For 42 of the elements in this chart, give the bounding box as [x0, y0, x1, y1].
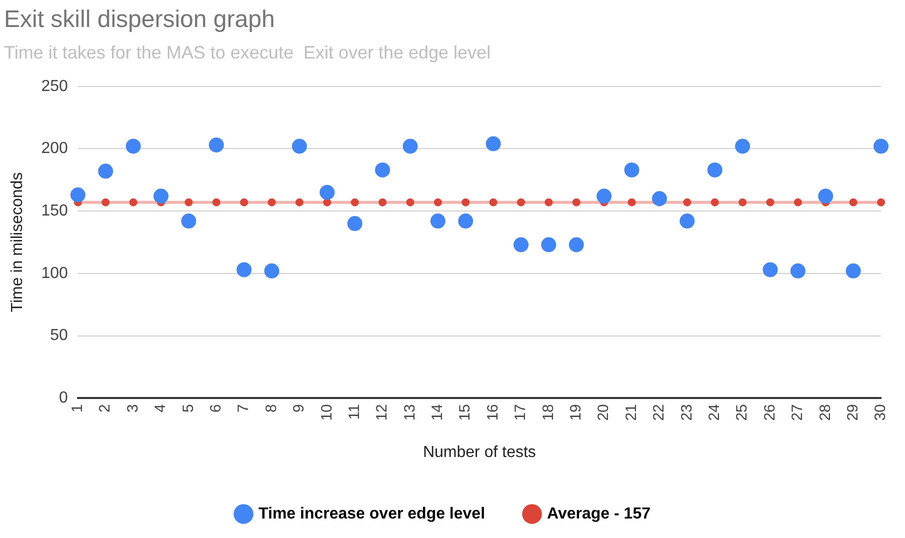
x-tick-label: 15: [456, 404, 474, 421]
x-tick-label: 29: [844, 404, 862, 421]
x-tick-label: 26: [761, 404, 778, 421]
y-tick-label: 150: [41, 202, 68, 220]
y-tick-label: 100: [41, 264, 68, 282]
chart-title: Exit skill dispersion graph: [4, 6, 275, 34]
x-tick-label: 2: [96, 404, 114, 412]
x-tick-label: 8: [262, 404, 280, 412]
x-tick-label: 3: [124, 404, 142, 412]
x-tick-label: 23: [678, 404, 696, 421]
x-tick-label: 16: [484, 404, 502, 421]
x-tick-label: 18: [540, 404, 557, 421]
x-tick-label: 19: [568, 404, 585, 421]
legend-label: Time increase over edge level: [258, 505, 486, 522]
chart-subtitle: Time it takes for the MAS to execute Exit over the edge level: [4, 42, 491, 63]
x-tick-label: 22: [650, 404, 668, 421]
x-tick-label: 27: [789, 404, 806, 421]
x-tick-label: 4: [152, 404, 170, 412]
y-tick-label: 250: [41, 78, 68, 95]
x-tick-label: 5: [180, 404, 197, 412]
x-tick-label: 14: [429, 404, 446, 421]
y-tick-label: 200: [41, 140, 68, 158]
x-tick-label: 7: [235, 404, 252, 412]
legend-label: Average - 157: [547, 505, 651, 522]
y-tick-label: 50: [50, 327, 68, 344]
x-tick-label: 30: [872, 404, 890, 421]
x-tick-label: 25: [734, 404, 751, 421]
x-tick-label: 1: [69, 404, 86, 412]
y-tick-label: 0: [58, 390, 68, 407]
x-tick-label: 21: [622, 404, 640, 421]
x-tick-label: 13: [401, 404, 418, 421]
x-tick-label: 6: [208, 404, 224, 412]
x-tick-label: 24: [706, 404, 723, 421]
x-tick-label: 20: [595, 404, 612, 421]
x-tick-label: 17: [512, 404, 530, 421]
x-tick-label: 9: [290, 404, 308, 412]
x-tick-label: 28: [816, 404, 834, 421]
x-tick-label: 12: [374, 404, 391, 421]
x-axis-title: Number of tests: [422, 444, 536, 461]
x-tick-label: 11: [346, 404, 363, 420]
y-axis-title: Time in miliseconds: [9, 172, 26, 312]
x-tick-label: 10: [318, 404, 336, 421]
